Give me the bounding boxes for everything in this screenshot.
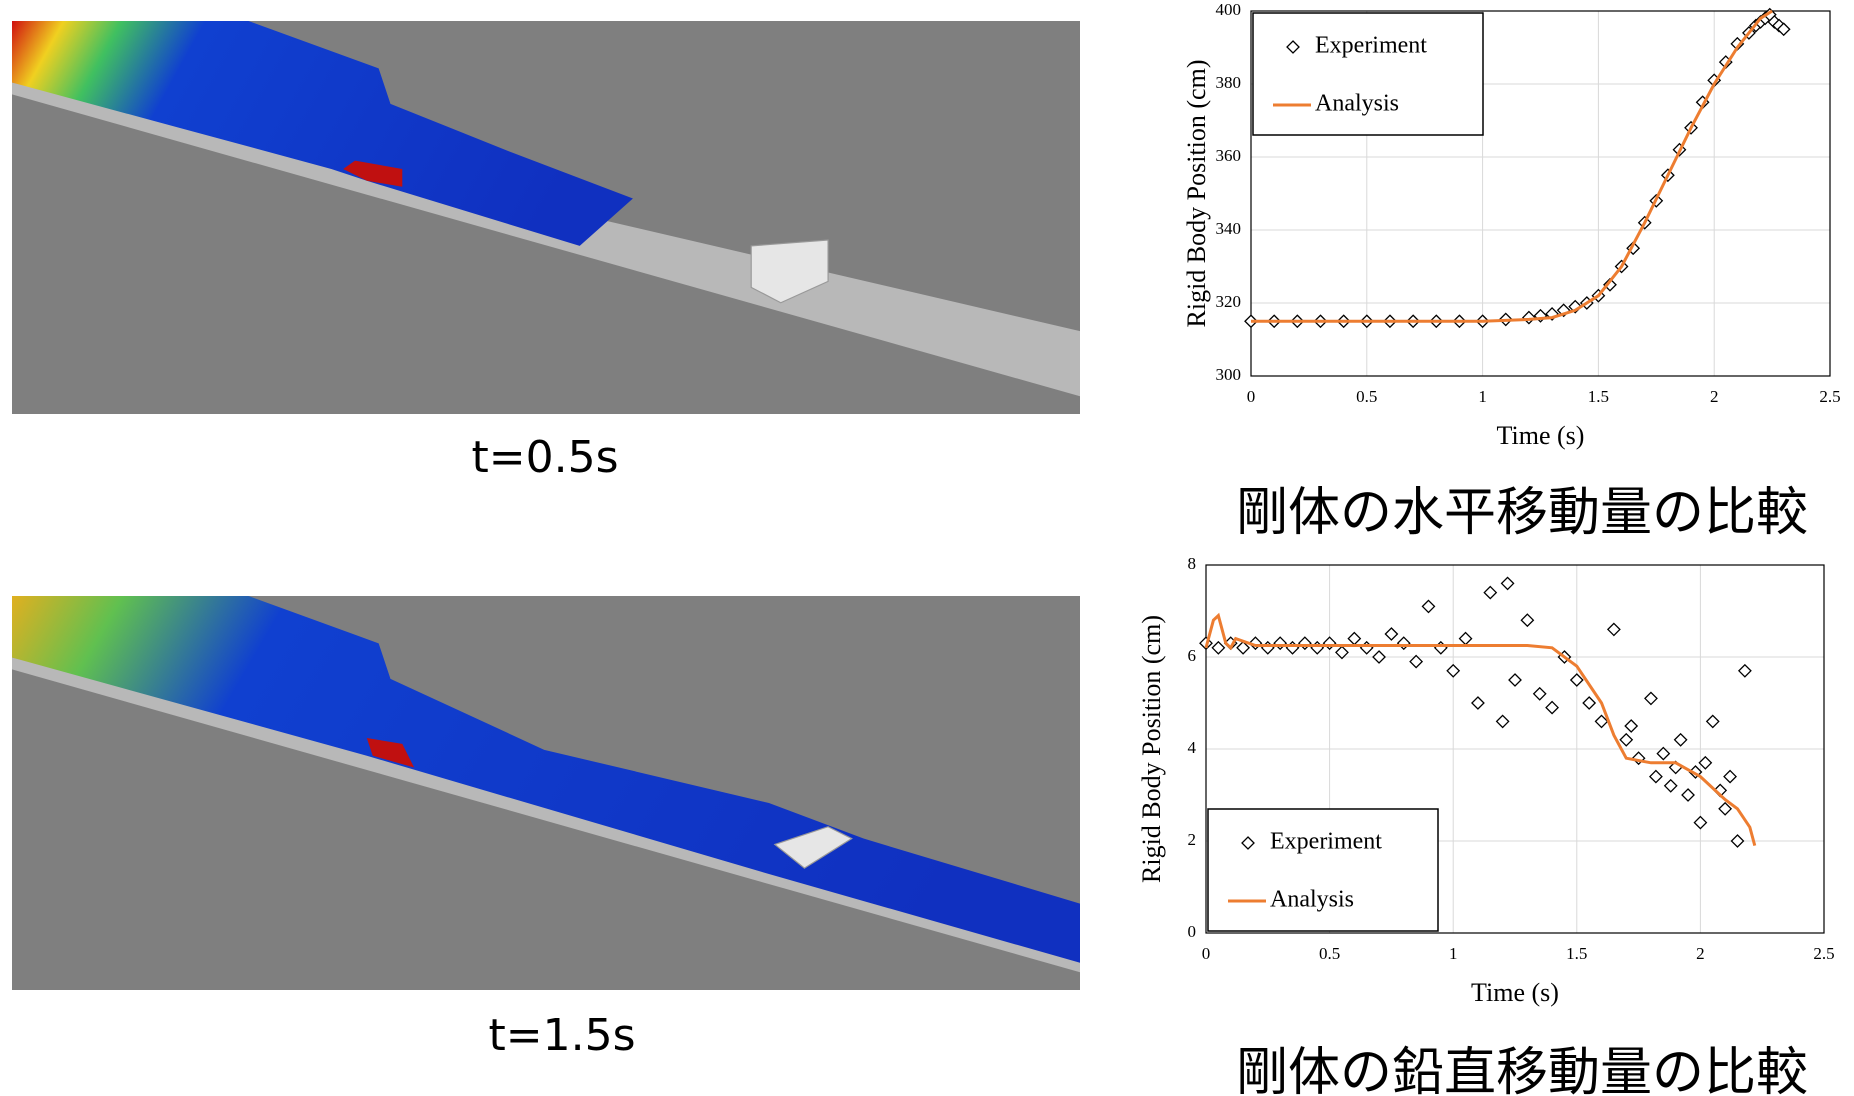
x-tick-label: 1	[1478, 387, 1487, 406]
slide: t=0.5s t=1.5s 剛体の水平移動量の比較 剛体の鉛直移動量の比較 00…	[0, 0, 1854, 1096]
legend-box	[1208, 809, 1438, 931]
legend-label: Analysis	[1270, 887, 1354, 913]
y-tick-label: 300	[1216, 365, 1242, 384]
x-tick-label: 2	[1710, 387, 1719, 406]
y-tick-label: 0	[1188, 922, 1197, 941]
legend-label: Experiment	[1270, 829, 1382, 855]
x-tick-label: 1.5	[1588, 387, 1609, 406]
x-axis-label: Time (s)	[1497, 421, 1585, 450]
x-tick-label: 2	[1696, 944, 1705, 963]
y-tick-label: 4	[1188, 738, 1197, 757]
y-tick-label: 340	[1216, 219, 1242, 238]
y-tick-label: 6	[1188, 646, 1197, 665]
legend-label: Analysis	[1315, 91, 1399, 117]
y-axis-label: Rigid Body Position (cm)	[1137, 615, 1166, 883]
x-tick-label: 0	[1247, 387, 1256, 406]
charts: 00.511.522.5300320340360380400Time (s)Ri…	[0, 0, 1854, 1096]
y-tick-label: 380	[1216, 73, 1242, 92]
x-tick-label: 0	[1202, 944, 1211, 963]
y-tick-label: 360	[1216, 146, 1242, 165]
x-tick-label: 2.5	[1819, 387, 1840, 406]
legend-box	[1253, 13, 1483, 135]
y-tick-label: 8	[1188, 554, 1197, 573]
x-tick-label: 0.5	[1319, 944, 1340, 963]
y-tick-label: 320	[1216, 292, 1242, 311]
x-tick-label: 0.5	[1356, 387, 1377, 406]
y-tick-label: 2	[1188, 830, 1197, 849]
y-axis-label: Rigid Body Position (cm)	[1182, 60, 1211, 328]
x-tick-label: 1.5	[1566, 944, 1587, 963]
y-tick-label: 400	[1216, 0, 1242, 19]
x-tick-label: 1	[1449, 944, 1458, 963]
x-axis-label: Time (s)	[1471, 978, 1559, 1007]
legend-label: Experiment	[1315, 33, 1427, 59]
x-tick-label: 2.5	[1813, 944, 1834, 963]
